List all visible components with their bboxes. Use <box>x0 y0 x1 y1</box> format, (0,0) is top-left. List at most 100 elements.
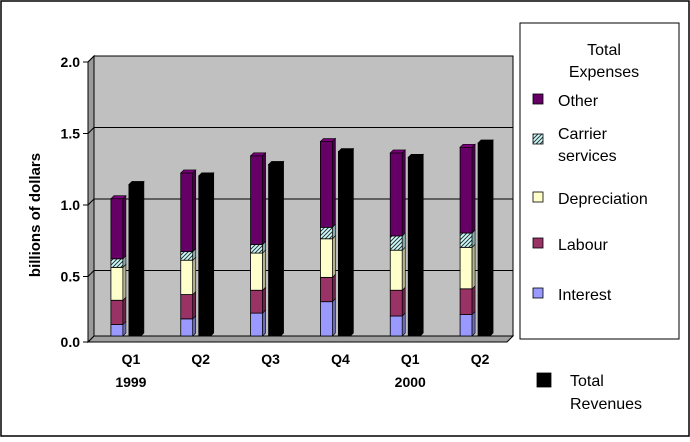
plot-area <box>93 55 514 337</box>
legend-swatch-revenues <box>536 372 552 388</box>
x-tick-label: Q2 <box>471 351 490 367</box>
bar-interest-side <box>471 310 476 337</box>
y-tick-label: 0.0 <box>61 334 81 350</box>
bar-total-revenues-top <box>267 161 285 165</box>
bar-other <box>180 169 197 253</box>
bar-other-front <box>180 172 194 253</box>
bar-depreciation-front <box>389 249 403 291</box>
bar-interest <box>389 312 406 337</box>
bar-labour-side <box>332 273 336 303</box>
bar-labour <box>320 273 336 303</box>
bar-depreciation-front <box>459 246 473 290</box>
bar-depreciation <box>250 249 266 291</box>
bar-total-revenues-front <box>477 142 491 337</box>
bar-interest <box>180 315 197 337</box>
bar-other-side <box>262 152 266 246</box>
bar-interest-front <box>320 301 333 337</box>
bar-total-revenues <box>337 147 355 337</box>
bar-depreciation <box>389 246 406 291</box>
bar-depreciation <box>320 235 336 279</box>
bar-labour-side <box>192 290 197 320</box>
bar-interest-front <box>459 314 473 337</box>
gridline <box>87 198 513 206</box>
bar-other <box>459 143 476 234</box>
bar-depreciation-front <box>180 259 194 295</box>
bar-labour-side <box>401 286 406 317</box>
legend-label: Labour <box>558 237 608 254</box>
bar-other-top <box>180 169 197 174</box>
x-tick-label: Q1 <box>122 351 141 367</box>
legend-label: services <box>558 148 617 165</box>
bar-depreciation-side <box>332 235 336 279</box>
bar-interest-side <box>262 309 266 337</box>
x-tick-label: Q2 <box>191 351 210 367</box>
legend-swatch <box>532 237 544 249</box>
bar-carrier-services-front <box>320 226 333 240</box>
bar-labour <box>389 286 406 317</box>
bar-total-revenues-top <box>337 148 355 152</box>
legend: Total Expenses Other Carrier services Depreci… <box>519 22 680 340</box>
bar-labour <box>250 286 266 314</box>
bar-carrier-services-front <box>110 258 124 268</box>
bar-total-revenues-side <box>489 139 494 337</box>
x-tick-year-label: 2000 <box>395 374 426 390</box>
bar-total-revenues-front <box>338 151 351 337</box>
plot-floor-surface <box>86 335 515 343</box>
legend-title: Expenses <box>569 64 639 81</box>
bar-interest <box>459 310 476 337</box>
legend-label-revenues: Revenues <box>570 396 642 413</box>
legend-swatch <box>532 191 544 203</box>
y-axis-label: billions of dollars <box>27 153 44 277</box>
legend-label: Depreciation <box>558 191 648 208</box>
gridline <box>87 127 513 134</box>
bar-interest-side <box>192 315 197 337</box>
plot-back-wall <box>93 55 514 337</box>
bar-other-side <box>401 149 406 237</box>
plot-side-wall <box>87 54 95 344</box>
bar-other <box>389 149 406 237</box>
bar-other <box>249 152 267 246</box>
bar-other-side <box>122 194 127 260</box>
bar-labour-front <box>389 289 403 317</box>
bar-carrier-services-front <box>250 244 263 254</box>
bar-depreciation-front <box>320 238 333 278</box>
bar-other-front <box>110 198 124 260</box>
bar-other-top <box>459 143 476 148</box>
gridline <box>87 55 513 63</box>
bar-other-top <box>110 195 127 200</box>
legend-label: Carrier <box>558 126 608 143</box>
bar-carrier-services <box>320 223 336 240</box>
bar-interest <box>250 309 266 337</box>
bar-total-revenues <box>407 153 424 337</box>
bar-depreciation <box>180 256 197 296</box>
y-tick-label: 2.0 <box>61 54 81 70</box>
bar-total-revenues-top <box>407 153 424 158</box>
legend-label-revenues: Total <box>570 373 604 390</box>
bar-total-revenues-front <box>198 175 212 337</box>
legend-swatch <box>532 287 544 299</box>
bar-depreciation-front <box>250 252 263 291</box>
bar-total-revenues-front <box>268 163 281 337</box>
bar-total-revenues-front <box>407 156 421 337</box>
bar-other-top <box>389 149 406 154</box>
bar-other <box>319 137 337 229</box>
y-axis-ticks: 0.0 0.5 1.0 1.5 2.0 <box>61 54 89 350</box>
bar-total-revenues <box>198 172 215 337</box>
bar-total-revenues-side <box>210 172 215 337</box>
bar-total-revenues-side <box>350 147 354 337</box>
legend-box <box>519 22 680 340</box>
bar-labour-front <box>250 289 263 314</box>
bar-depreciation-side <box>401 246 406 291</box>
bar-depreciation-side <box>122 263 127 301</box>
x-tick-year-label: 1999 <box>115 374 146 390</box>
bar-other-front <box>320 141 333 228</box>
bar-other-side <box>332 137 336 229</box>
legend-label: Interest <box>558 287 612 304</box>
bar-interest-front <box>110 324 124 337</box>
bar-total-revenues-side <box>140 180 145 337</box>
legend-label: Other <box>558 93 599 110</box>
bar-other-top <box>249 152 267 157</box>
bar-total-revenues-front <box>128 184 142 337</box>
